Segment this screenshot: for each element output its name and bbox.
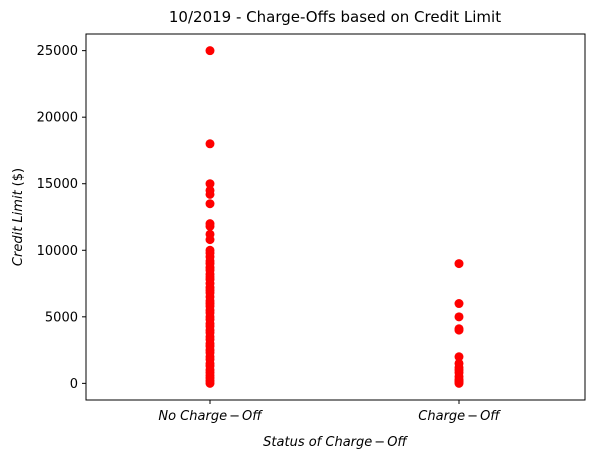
data-point	[454, 325, 464, 335]
x-axis-label-minus: −	[374, 435, 385, 450]
data-point	[454, 312, 464, 322]
data-point	[205, 378, 215, 388]
x-tick-label-part: −	[229, 409, 240, 424]
plot-frame	[85, 33, 586, 401]
data-point	[454, 378, 464, 388]
x-axis-label: Status of Charge − Off	[263, 435, 408, 450]
data-point	[454, 299, 464, 309]
y-axis-label-part: Credit Limit	[11, 189, 26, 266]
data-point	[205, 189, 215, 199]
y-axis-label-unit: ($)	[11, 168, 26, 186]
data-point	[205, 179, 215, 189]
y-tick-label: 15000	[37, 177, 78, 192]
y-tick-label: 25000	[37, 44, 78, 59]
x-tick-label-part: Off	[242, 409, 263, 424]
y-tick-label: 20000	[37, 111, 78, 126]
y-axis: 0 5000 10000 15000 20000 25000	[37, 44, 86, 392]
x-tick-label: Charge − Off	[418, 409, 501, 424]
data-point	[205, 199, 215, 209]
x-axis-label-part: Off	[387, 435, 408, 450]
y-tick-label: 10000	[37, 244, 78, 259]
y-tick-label: 5000	[45, 310, 78, 325]
data-point	[205, 139, 215, 149]
x-tick-label-part: Off	[480, 409, 501, 424]
x-axis-label-part: Status of Charge	[263, 435, 372, 450]
data-point	[205, 221, 215, 231]
y-axis-label: Credit Limit ($)	[11, 168, 26, 266]
x-tick-label: No Charge − Off	[158, 409, 263, 424]
data-points	[205, 46, 464, 388]
data-point	[205, 235, 215, 245]
data-point	[454, 259, 464, 269]
x-tick-label-part: Charge	[418, 409, 465, 424]
x-axis: No Charge − Off Charge − Off	[158, 400, 501, 424]
y-tick-label: 0	[70, 377, 78, 392]
chart-title: 10/2019 - Charge-Offs based on Credit Li…	[169, 8, 501, 26]
x-tick-label-part: −	[467, 409, 478, 424]
data-point	[454, 352, 464, 362]
data-point	[205, 46, 215, 56]
x-tick-label-part: No Charge	[158, 409, 227, 424]
